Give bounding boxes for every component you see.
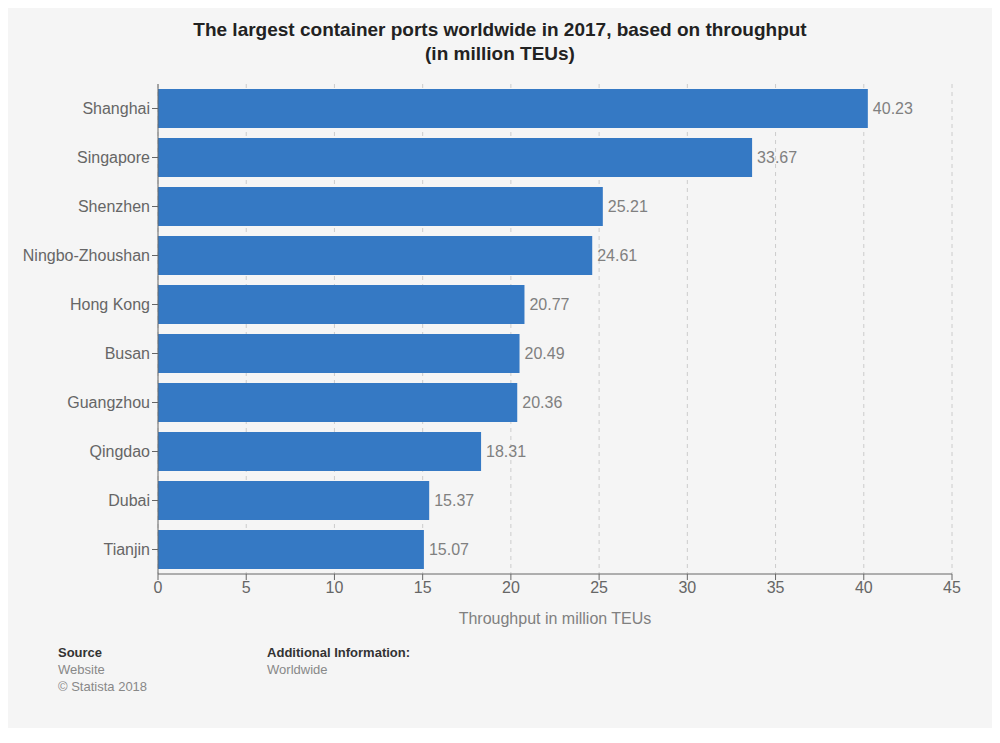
svg-text:Tianjin: Tianjin	[103, 541, 150, 558]
svg-text:20.49: 20.49	[525, 345, 565, 362]
svg-text:10: 10	[326, 579, 344, 596]
html-text:Website: Website	[58, 662, 105, 677]
svg-text:20.77: 20.77	[529, 296, 569, 313]
html-text:Additional Information:: Additional Information:	[267, 645, 411, 660]
svg-text:25.21: 25.21	[608, 198, 648, 215]
svg-text:Hong Kong: Hong Kong	[70, 296, 150, 313]
svg-text:Qingdao: Qingdao	[90, 443, 151, 460]
html-text:(in million TEUs): (in million TEUs)	[425, 43, 575, 64]
svg-text:20.36: 20.36	[522, 394, 562, 411]
svg-text:25: 25	[590, 579, 608, 596]
svg-text:Ningbo-Zhoushan: Ningbo-Zhoushan	[23, 247, 150, 264]
html-text:Worldwide: Worldwide	[267, 662, 328, 677]
svg-text:20: 20	[502, 579, 520, 596]
html-text:© Statista 2018: © Statista 2018	[58, 679, 148, 694]
svg-text:Throughput in million TEUs: Throughput in million TEUs	[459, 610, 652, 627]
svg-text:15: 15	[414, 579, 432, 596]
svg-text:30: 30	[678, 579, 696, 596]
svg-text:40: 40	[855, 579, 873, 596]
svg-text:Guangzhou: Guangzhou	[67, 394, 150, 411]
svg-text:45: 45	[943, 579, 961, 596]
svg-text:Singapore: Singapore	[77, 149, 150, 166]
svg-text:33.67: 33.67	[757, 149, 797, 166]
svg-text:35: 35	[767, 579, 785, 596]
html-text:The largest container ports wo: The largest container ports worldwide in…	[193, 19, 807, 40]
svg-text:18.31: 18.31	[486, 443, 526, 460]
svg-text:Shenzhen: Shenzhen	[78, 198, 150, 215]
svg-text:0: 0	[154, 579, 163, 596]
svg-text:24.61: 24.61	[597, 247, 637, 264]
svg-text:40.23: 40.23	[873, 100, 913, 117]
svg-text:Dubai: Dubai	[108, 492, 150, 509]
svg-text:Busan: Busan	[105, 345, 150, 362]
html-text:Source: Source	[58, 645, 103, 660]
svg-text:15.37: 15.37	[434, 492, 474, 509]
svg-text:5: 5	[242, 579, 251, 596]
svg-text:15.07: 15.07	[429, 541, 469, 558]
svg-text:Shanghai: Shanghai	[82, 100, 150, 117]
